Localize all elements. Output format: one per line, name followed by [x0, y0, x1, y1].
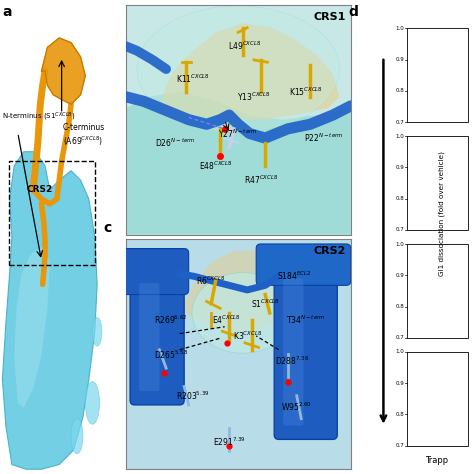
- Text: E4$^{CXCL8}$: E4$^{CXCL8}$: [212, 314, 241, 326]
- Text: a: a: [2, 5, 12, 19]
- FancyBboxPatch shape: [121, 248, 189, 294]
- Polygon shape: [182, 251, 294, 331]
- Polygon shape: [159, 23, 339, 120]
- Text: 0.9: 0.9: [396, 57, 404, 62]
- Ellipse shape: [71, 418, 83, 454]
- FancyBboxPatch shape: [130, 269, 184, 405]
- Polygon shape: [41, 38, 85, 104]
- Bar: [407, 28, 468, 122]
- Text: K11$^{CXCL8}$: K11$^{CXCL8}$: [176, 72, 210, 84]
- Text: 0.7: 0.7: [396, 228, 404, 232]
- Text: D26$^{N-term}$: D26$^{N-term}$: [155, 137, 195, 149]
- Text: 0.9: 0.9: [396, 165, 404, 170]
- Bar: [407, 137, 468, 230]
- Ellipse shape: [92, 318, 102, 346]
- Text: S1$^{CXCL8}$: S1$^{CXCL8}$: [251, 298, 280, 310]
- Text: 0.9: 0.9: [396, 381, 404, 386]
- Polygon shape: [14, 246, 50, 408]
- Text: 1.0: 1.0: [396, 242, 404, 246]
- Text: N-terminus (S1$^{CXCL8}$): N-terminus (S1$^{CXCL8}$): [2, 111, 76, 123]
- Text: 0.7: 0.7: [396, 119, 404, 125]
- Text: E291$^{7.39}$: E291$^{7.39}$: [213, 436, 246, 448]
- Text: Trapp: Trapp: [425, 456, 448, 465]
- Text: T34$^{N-term}$: T34$^{N-term}$: [286, 314, 326, 326]
- FancyBboxPatch shape: [139, 283, 159, 391]
- Text: E48$^{CXCL8}$: E48$^{CXCL8}$: [199, 159, 233, 172]
- Text: D288$^{7.36}$: D288$^{7.36}$: [275, 355, 309, 367]
- Text: 0.8: 0.8: [396, 304, 404, 309]
- Text: K15$^{CXCL8}$: K15$^{CXCL8}$: [289, 86, 323, 98]
- Text: d: d: [348, 5, 358, 19]
- Text: CRS2: CRS2: [26, 185, 52, 194]
- Text: 1.0: 1.0: [396, 349, 404, 355]
- Bar: [9, 161, 95, 265]
- Text: S184$^{ECL2}$: S184$^{ECL2}$: [277, 270, 312, 283]
- Polygon shape: [2, 152, 97, 469]
- Polygon shape: [126, 92, 351, 235]
- Text: 1.0: 1.0: [396, 134, 404, 139]
- Bar: [407, 352, 468, 446]
- Text: Y13$^{CXCL8}$: Y13$^{CXCL8}$: [237, 91, 271, 103]
- Text: Y27$^{N-term}$: Y27$^{N-term}$: [219, 128, 258, 140]
- Text: W95$^{2.60}$: W95$^{2.60}$: [281, 401, 312, 413]
- Ellipse shape: [85, 382, 100, 424]
- FancyBboxPatch shape: [256, 244, 351, 285]
- Text: 0.8: 0.8: [396, 196, 404, 201]
- Text: CRS1: CRS1: [314, 12, 346, 22]
- Ellipse shape: [137, 6, 339, 132]
- Text: 0.9: 0.9: [396, 273, 404, 278]
- Text: 0.7: 0.7: [396, 443, 404, 448]
- Text: R203$^{5.39}$: R203$^{5.39}$: [176, 390, 210, 402]
- Text: 1.0: 1.0: [396, 26, 404, 31]
- Text: R47$^{CXCL8}$: R47$^{CXCL8}$: [244, 173, 278, 186]
- Text: 0.8: 0.8: [396, 412, 404, 417]
- Text: CRS2: CRS2: [314, 246, 346, 256]
- FancyBboxPatch shape: [274, 264, 337, 439]
- Text: D265$^{5.58}$: D265$^{5.58}$: [154, 348, 188, 361]
- Ellipse shape: [192, 273, 293, 353]
- Text: L49$^{CXCL8}$: L49$^{CXCL8}$: [228, 40, 262, 52]
- Text: 0.8: 0.8: [396, 88, 404, 93]
- Text: K3$^{CXCL8}$: K3$^{CXCL8}$: [233, 330, 262, 342]
- Text: 0.7: 0.7: [396, 335, 404, 340]
- Text: R6$^{CXCL8}$: R6$^{CXCL8}$: [197, 274, 226, 287]
- Text: C-terminus
(A69$^{CXCL8}$): C-terminus (A69$^{CXCL8}$): [63, 123, 105, 148]
- FancyBboxPatch shape: [283, 278, 303, 426]
- Text: P22$^{N-term}$: P22$^{N-term}$: [304, 132, 344, 144]
- Text: R269$^{6.62}$: R269$^{6.62}$: [154, 314, 187, 326]
- Text: c: c: [103, 221, 111, 235]
- Text: Gi1 dissociation (fold over vehicle): Gi1 dissociation (fold over vehicle): [438, 151, 445, 276]
- Bar: [407, 244, 468, 338]
